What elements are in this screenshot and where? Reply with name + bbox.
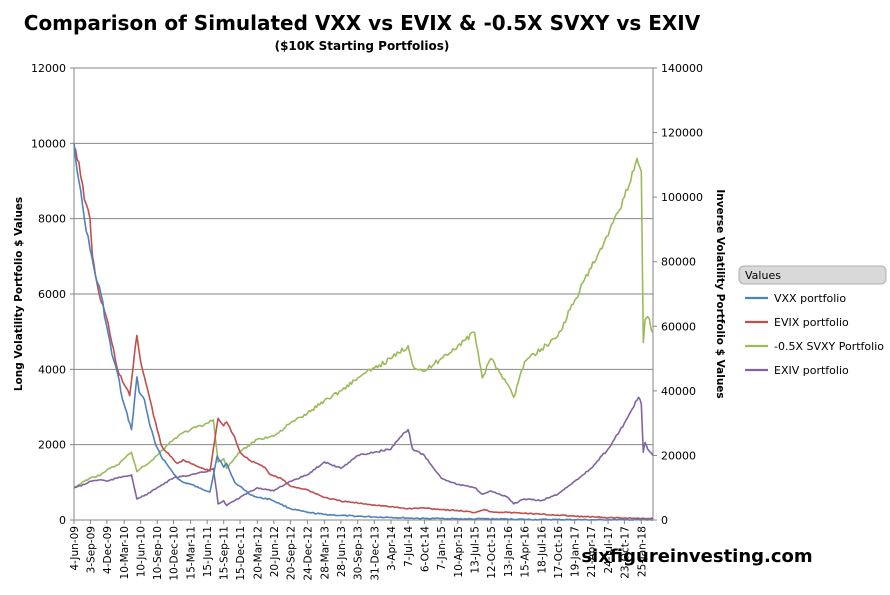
x-tick-label: 31-Dec-13 [369,526,381,581]
x-tick-label: 17-Oct-16 [553,526,565,579]
left-y-tick-label: 10000 [31,137,66,150]
x-tick-label: 10-Apr-15 [453,526,465,578]
x-ticks: 4-Jun-09 3-Sep-09 4-Dec-09 10-Mar-10 10-Jun-… [69,520,648,581]
right-y-tick-label: 20000 [661,449,696,462]
watermark: sixfigureinvesting.com [581,546,812,567]
x-tick-label: 10-Sep-10 [152,526,164,580]
right-y-tick-label: 80000 [661,256,696,269]
x-tick-label: 3-Apr-14 [386,526,398,571]
series-line-2 [73,157,654,489]
right-y-tick-label: 120000 [661,127,703,140]
x-tick-label: 7-Jul-14 [403,526,415,567]
chart-subtitle: ($10K Starting Portfolios) [275,39,450,53]
legend-title-box [738,265,887,285]
left-y-ticks: 0 2000 4000 6000 8000 10000 12000 [31,62,74,527]
x-tick-label: 24-Dec-12 [302,526,314,581]
x-tick-label: 6-Oct-14 [419,526,431,572]
left-y-axis-label: Long Volatility Portfolio $ Values [13,197,25,391]
x-tick-label: 28-Jun-13 [336,526,348,577]
x-tick-label: 3-Sep-09 [85,526,97,573]
x-tick-label: 10-Mar-10 [119,526,131,579]
x-tick-label: 15-Dec-11 [235,526,247,581]
x-tick-label: 15-Apr-16 [520,526,532,578]
x-tick-label: 13-Jan-16 [503,526,515,577]
legend-title: Values [745,269,781,282]
left-y-tick-label: 2000 [38,439,66,452]
x-tick-label: 21-Apr-17 [586,526,598,578]
x-tick-label: 13-Jul-15 [470,526,482,574]
series-line-3 [73,396,654,507]
right-y-axis-label: Inverse Volatility Portfolio $ Values [714,189,726,398]
legend-entry: VXX portfolio [774,292,846,305]
x-tick-label: 12-Oct-15 [486,526,498,579]
left-y-tick-label: 12000 [31,62,66,75]
right-y-ticks: 0 20000 40000 60000 80000 100000 120000 140000 [653,62,703,527]
left-y-tick-label: 6000 [38,288,66,301]
left-y-tick-label: 0 [59,514,66,527]
x-tick-label: 20-Sep-12 [285,526,297,580]
left-y-tick-label: 4000 [38,363,66,376]
x-tick-label: 15-Jun-11 [202,526,214,577]
x-tick-label: 4-Dec-09 [102,526,114,574]
right-y-tick-label: 100000 [661,191,703,204]
x-tick-label: 15-Sep-11 [219,526,231,580]
left-y-tick-label: 8000 [38,213,66,226]
right-y-tick-label: 0 [661,514,668,527]
x-tick-label: 19-Jan-17 [570,526,582,577]
legend: Values VXX portfolio EVIX portfolio -0.5X … [738,265,887,377]
x-tick-label: 24-Jul-17 [603,526,615,574]
x-tick-label: 23-Oct-17 [619,526,631,579]
chart-title: Comparison of Simulated VXX vs EVIX & -0… [24,11,701,35]
series-line-1 [73,146,654,520]
right-y-tick-label: 60000 [661,320,696,333]
right-y-tick-label: 140000 [661,62,703,75]
x-tick-label: 25-Jan-18 [636,526,648,577]
x-tick-label: 4-Jun-09 [69,526,81,571]
x-tick-label: 30-Sep-13 [353,526,365,580]
legend-entry: EXIV portfolio [774,364,849,377]
right-y-tick-label: 40000 [661,385,696,398]
legend-entry: EVIX portfolio [774,316,849,329]
series-line-0 [73,143,653,521]
x-tick-label: 15-Mar-11 [186,526,198,579]
x-tick-label: 28-Mar-13 [319,526,331,579]
x-tick-label: 10-Dec-10 [169,526,181,581]
x-tick-label: 20-Jun-12 [269,526,281,577]
x-tick-label: 18-Jul-16 [536,526,548,574]
x-tick-label: 7-Jan-15 [436,526,448,570]
legend-entry: -0.5X SVXY Portfolio [774,340,884,353]
x-tick-label: 20-Mar-12 [252,526,264,579]
series-layer [73,143,654,521]
x-tick-label: 10-Jun-10 [136,526,148,577]
